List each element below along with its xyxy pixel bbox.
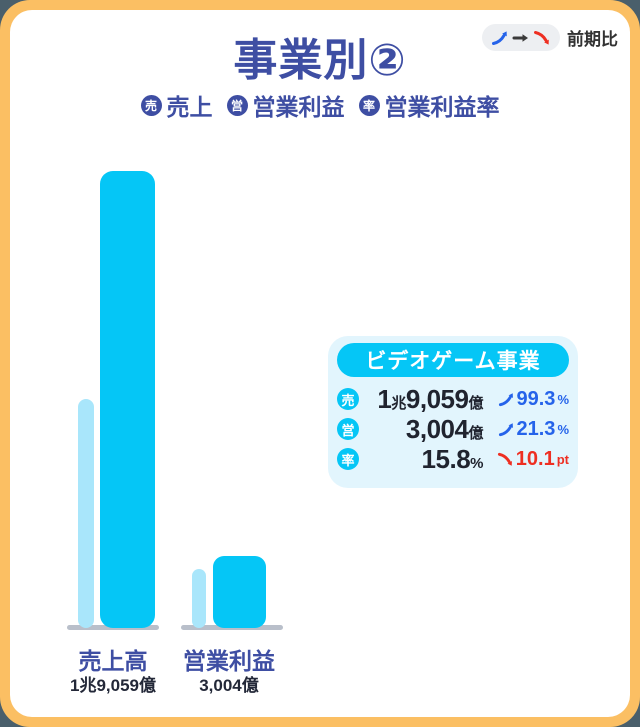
sales-bar-value: 1兆9,059億	[70, 676, 156, 695]
legend-label: 営業利益率	[384, 94, 500, 120]
margin-value: 15.8%	[421, 443, 484, 474]
sales-bar-label: 売上高	[78, 648, 148, 674]
margin-change: 10.1 pt	[483, 448, 569, 471]
metric-legend: 売 売上 営 営業利益 率 営業利益率	[0, 88, 640, 122]
margin-chip-icon: 率	[337, 448, 359, 470]
yoy-badge: 前期比	[482, 24, 618, 51]
decrease-arrow-icon	[497, 452, 512, 466]
legend-label: 営業利益	[252, 94, 345, 120]
yoy-arrows-pill	[482, 24, 560, 51]
sales-change: 99.3%	[483, 388, 569, 411]
segment-card: ビデオゲーム事業 売 1兆9,059億 99.3% 営 3,004億	[328, 336, 578, 488]
sales-current-bar	[100, 170, 155, 628]
profit-chip-icon: 営	[226, 94, 248, 116]
segment-sales-row: 売 1兆9,059億 99.3%	[337, 384, 569, 414]
increase-arrow-icon	[498, 392, 513, 406]
profit-bar-value: 3,004億	[199, 676, 259, 695]
decrease-arrow-icon	[534, 30, 549, 45]
legend-item-profit: 営 営業利益	[226, 88, 345, 122]
profit-bar-label: 営業利益	[183, 648, 275, 674]
segment-margin-row: 率 15.8% 10.1 pt	[337, 444, 569, 474]
increase-arrow-icon	[492, 30, 507, 45]
sales-chip-icon: 売	[337, 388, 359, 410]
legend-label: 売上	[166, 94, 213, 120]
legend-item-sales: 売 売上	[140, 88, 213, 122]
segment-card-title: ビデオゲーム事業	[337, 343, 569, 377]
sales-value: 1兆9,059億	[377, 383, 483, 414]
sales-chip-icon: 売	[140, 94, 162, 116]
margin-chip-icon: 率	[358, 94, 380, 116]
yoy-badge-label: 前期比	[567, 30, 618, 49]
profit-value: 3,004億	[405, 413, 484, 444]
profit-change: 21.3%	[483, 418, 569, 441]
sales-previous-bar	[78, 398, 94, 628]
page-title: 事業別②	[233, 36, 407, 85]
profit-chip-icon: 営	[337, 418, 359, 440]
increase-arrow-icon	[498, 422, 513, 436]
flat-arrow-icon	[512, 33, 528, 42]
profit-previous-bar	[192, 568, 206, 628]
profit-current-bar	[213, 555, 266, 628]
legend-item-margin: 率 営業利益率	[358, 88, 500, 122]
segment-profit-row: 営 3,004億 21.3%	[337, 414, 569, 444]
